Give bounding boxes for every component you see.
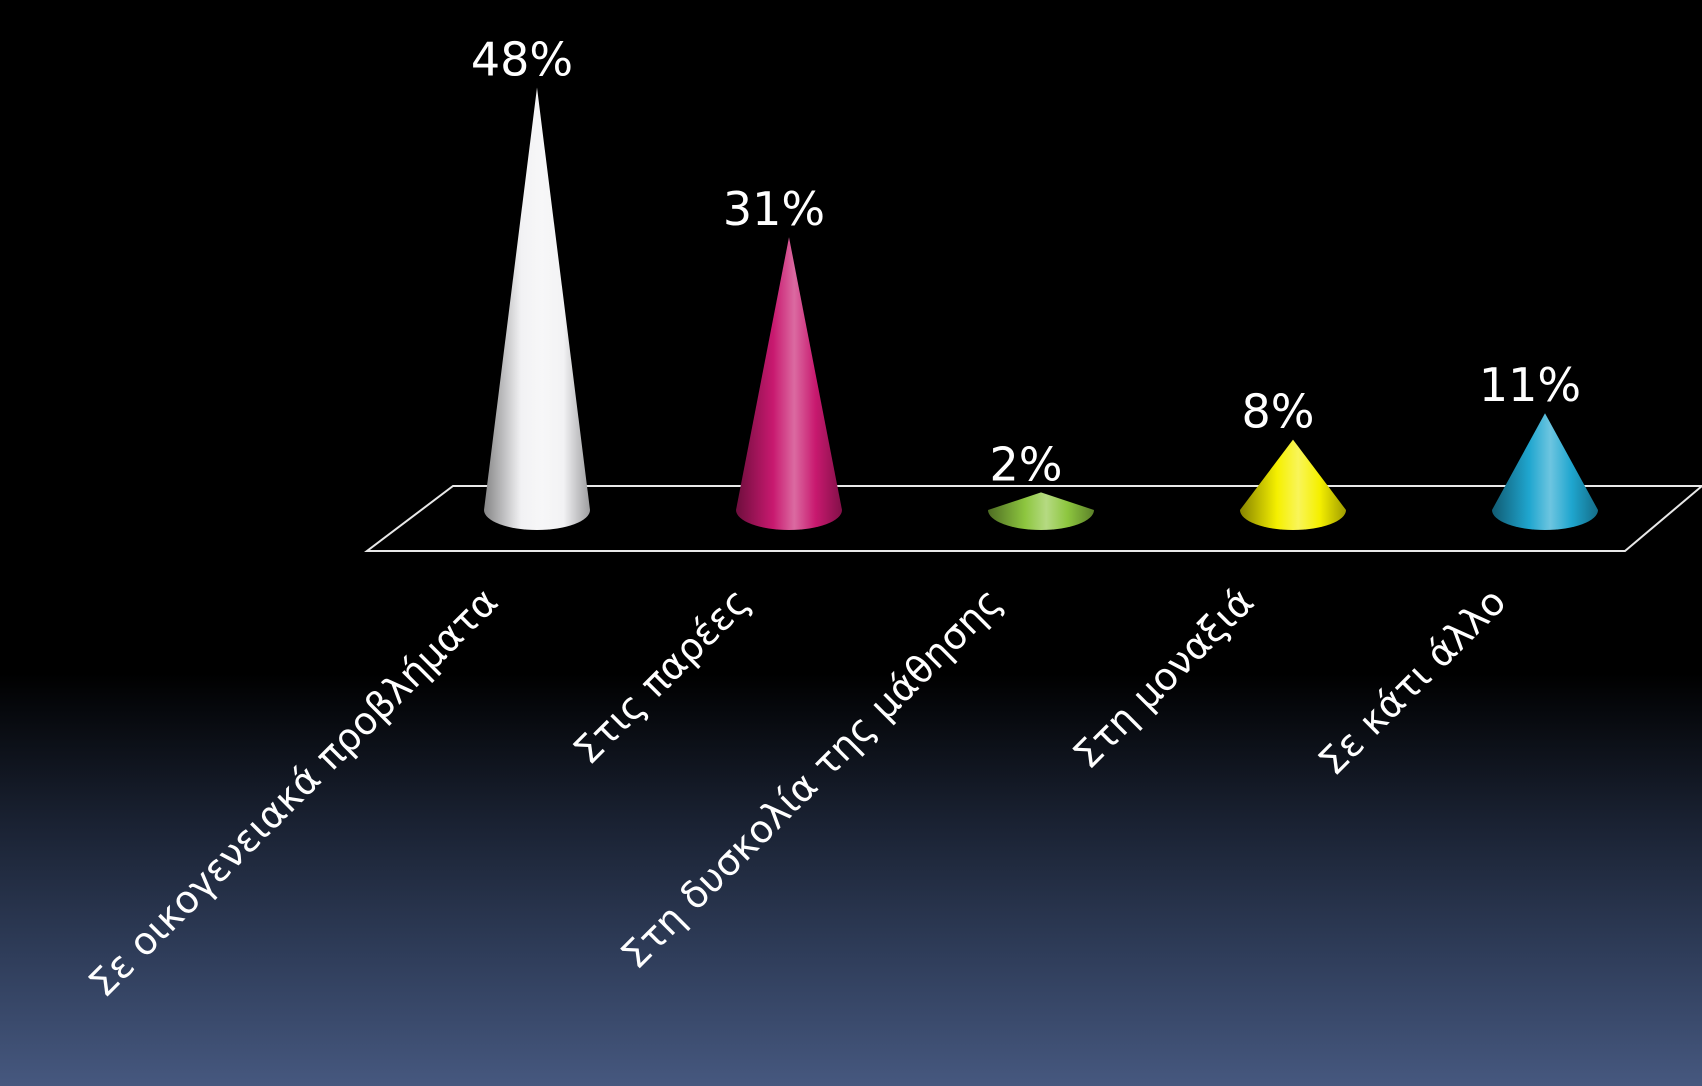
cone-mark [988,492,1094,530]
cone-series [484,87,1598,530]
category-label: Στη μοναξιά [1064,579,1262,777]
value-labels: 48% 31% 2% 8% 11% [471,33,1581,492]
value-label: 11% [1479,358,1581,412]
category-label: Σε οικογενειακά προβλήματα [80,579,506,1005]
cone-mark [484,87,590,530]
cone-mark [1492,413,1598,530]
value-label: 8% [1242,385,1315,439]
value-label: 31% [723,182,825,236]
category-label: Στις παρέες [565,579,758,772]
cone-mark [1240,439,1346,530]
value-label: 48% [471,33,573,87]
cone-mark [736,237,842,530]
value-label: 2% [990,437,1063,491]
category-label: Σε κάτι άλλο [1310,579,1514,783]
category-labels: Σε οικογενειακά προβλήματα Στις παρέες Στη… [80,579,1514,1005]
